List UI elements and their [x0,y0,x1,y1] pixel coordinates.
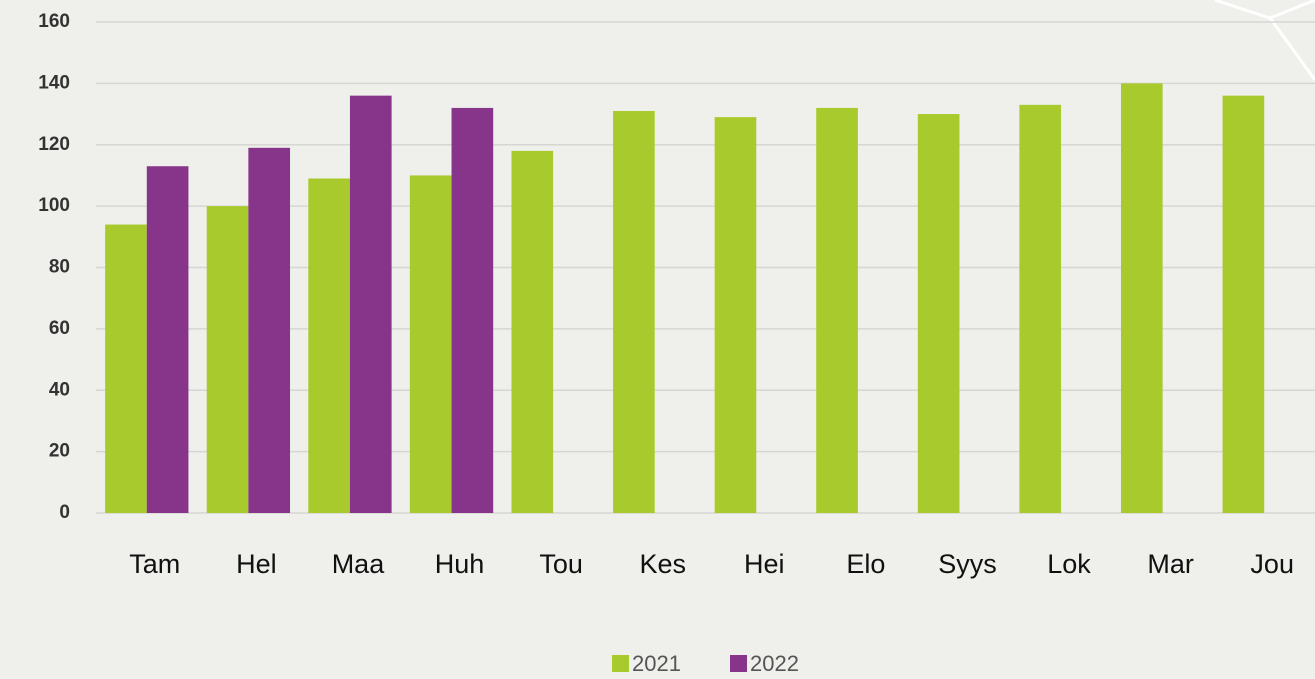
bar [1222,95,1265,514]
bar [1019,104,1062,513]
legend-swatch [730,655,747,672]
bar [308,178,350,513]
bar [146,166,189,513]
y-tick-label: 160 [38,11,70,32]
x-tick-label: Huh [435,549,485,579]
legend-swatch [612,655,629,672]
bar [816,107,858,514]
x-tick-label: Mar [1147,549,1194,579]
x-tick-label: Tam [129,549,180,579]
bar [511,150,554,513]
bar [206,206,249,513]
x-tick-label: Syys [938,549,997,579]
bar [1120,83,1163,513]
y-tick-label: 80 [49,257,70,278]
y-tick-label: 0 [59,502,70,523]
x-tick-label: Maa [332,549,386,579]
y-tick-label: 60 [49,318,70,339]
x-tick-label: Elo [846,549,885,579]
y-tick-label: 100 [38,195,70,216]
bar [248,147,291,513]
bar [451,107,494,514]
decoration [1268,17,1315,81]
bar [409,175,452,513]
bar [613,110,655,514]
x-tick-label: Tou [539,549,583,579]
legend-label: 2021 [632,651,681,676]
y-tick-label: 20 [49,441,70,462]
bar [917,114,960,513]
x-tick-label: Hel [236,549,277,579]
bar [349,95,392,514]
y-tick-label: 40 [49,379,70,400]
x-tick-label: Jou [1250,549,1294,579]
x-tick-label: Kes [639,549,686,579]
legend-label: 2022 [750,651,799,676]
x-tick-label: Hei [744,549,785,579]
y-tick-label: 140 [38,72,70,93]
x-tick-label: Lok [1047,549,1091,579]
y-tick-label: 120 [38,134,70,155]
bar [714,117,757,513]
bar [105,224,147,513]
